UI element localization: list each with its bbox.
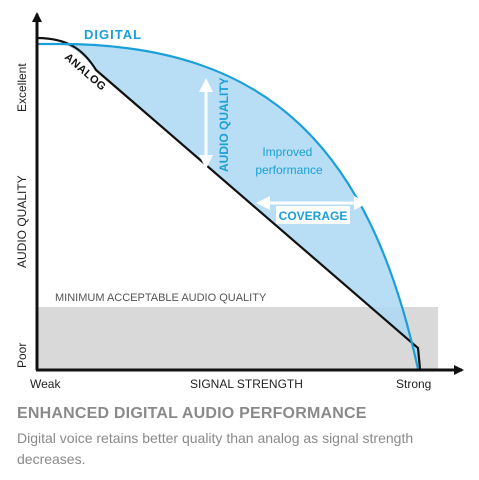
digital-series-label: DIGITAL [84,27,142,42]
digital-curve [37,42,420,370]
improved-line-2: performance [255,163,323,177]
y-axis-title: AUDIO QUALITY [15,175,29,268]
improved-performance-label: Improved performance [255,145,323,177]
caption-title: ENHANCED DIGITAL AUDIO PERFORMANCE [17,405,367,422]
x-axis-right-label: Strong [396,377,431,391]
minimum-quality-band [37,307,438,369]
analog-line [36,36,422,370]
x-axis-left-label: Weak [30,377,61,391]
audio-performance-diagram: Excellent AUDIO QUALITY Poor Weak SIGNAL… [15,12,464,391]
audio-quality-arrow: AUDIO QUALITY [199,77,231,172]
threshold-label: MINIMUM ACCEPTABLE AUDIO QUALITY [55,292,267,304]
caption-body: Digital voice retains better quality tha… [17,430,414,467]
x-axis-title: SIGNAL STRENGTH [190,377,303,391]
y-axis-bottom-label: Poor [15,343,29,368]
coverage-arrow-label: COVERAGE [279,209,348,223]
audio-quality-arrow-label: AUDIO QUALITY [217,77,231,172]
y-axis-top-label: Excellent [15,63,29,112]
improved-line-1: Improved [262,145,312,159]
coverage-arrow: COVERAGE [256,196,368,224]
